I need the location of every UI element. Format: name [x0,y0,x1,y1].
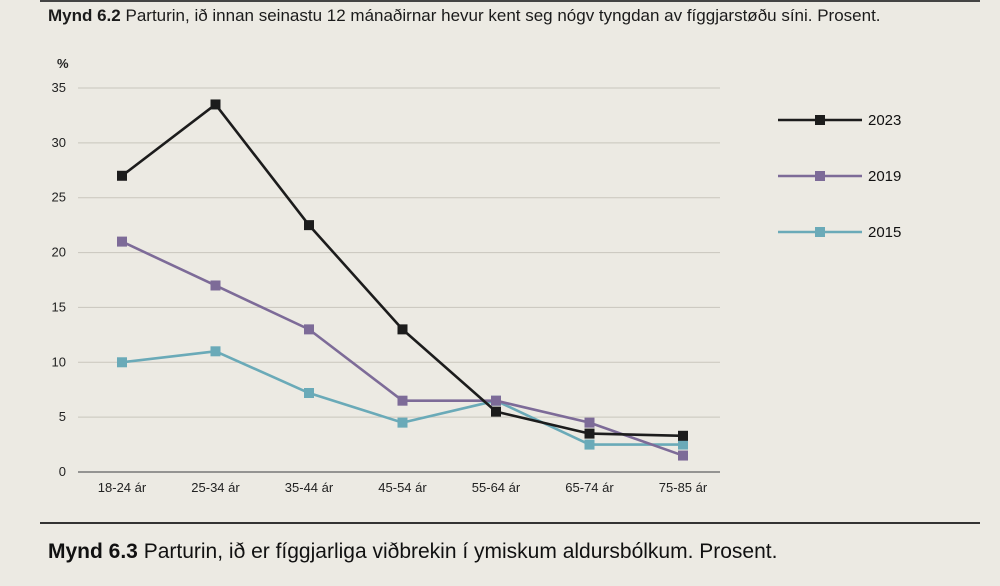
data-point [397,417,408,428]
data-point [117,357,127,368]
data-point [117,170,127,181]
figure-text-top: Parturin, ið innan seinastu 12 mánaðirna… [125,6,881,25]
figure-caption-bottom: Mynd 6.3 Parturin, ið er fíggjarliga við… [48,539,978,565]
data-point [210,99,221,110]
x-tick-label: 18-24 ár [98,480,147,495]
x-tick-label: 25-34 ár [191,480,240,495]
y-axis-unit: % [57,56,69,71]
y-tick-label: 0 [59,464,66,479]
legend: 2023 2019 2015 [778,112,901,241]
figure-caption-top: Mynd 6.2 Parturin, ið innan seinastu 12 … [48,6,978,26]
bottom-divider [40,522,980,524]
legend-marker [815,171,825,181]
y-tick-label: 20 [52,245,66,260]
data-point [304,388,314,399]
data-point [304,220,314,231]
x-tick-label: 55-64 ár [472,480,521,495]
legend-item-2023: 2023 [778,112,901,129]
x-tick-label: 65-74 ár [565,480,614,495]
x-axis-ticks: 18-24 ár 25-34 ár 35-44 ár 45-54 ár 55-64 ár… [98,480,708,495]
grid-lines [78,87,720,473]
x-tick-label: 75-85 ár [659,480,708,495]
y-tick-label: 10 [52,354,66,369]
legend-marker [815,115,825,125]
legend-item-2019: 2019 [778,168,901,185]
y-tick-label: 25 [52,190,66,205]
y-tick-label: 5 [59,409,66,424]
data-point [491,406,501,417]
series-2019 [117,236,688,461]
legend-label: 2019 [868,168,901,185]
legend-label: 2023 [868,112,901,129]
data-point [584,417,595,428]
data-point [397,395,408,406]
legend-item-2015: 2015 [778,224,901,241]
series-line [121,103,684,438]
data-point [678,439,688,450]
data-point [584,439,595,450]
top-divider [40,0,980,2]
data-point [397,324,408,335]
data-point [304,324,314,335]
data-point [678,450,688,461]
y-tick-label: 35 [52,80,66,95]
data-point [678,430,688,441]
series-2023 [117,99,688,441]
figure-text-bottom: Parturin, ið er fíggjarliga viðbrekin í … [143,540,778,563]
data-point [117,236,127,247]
y-axis-ticks: 0 5 10 15 20 25 30 35 [52,80,66,479]
x-tick-label: 35-44 ár [285,480,334,495]
x-tick-label: 45-54 ár [378,480,427,495]
figure-label-top: Mynd 6.2 [48,6,121,25]
data-point [210,346,221,357]
series-layer [117,99,688,461]
data-point [491,395,501,406]
legend-label: 2015 [868,224,901,241]
y-tick-label: 15 [52,299,66,314]
y-tick-label: 30 [52,135,66,150]
data-point [210,280,221,291]
data-point [584,428,595,439]
legend-marker [815,227,825,237]
series-2015 [117,346,688,450]
figure-label-bottom: Mynd 6.3 [48,540,138,563]
